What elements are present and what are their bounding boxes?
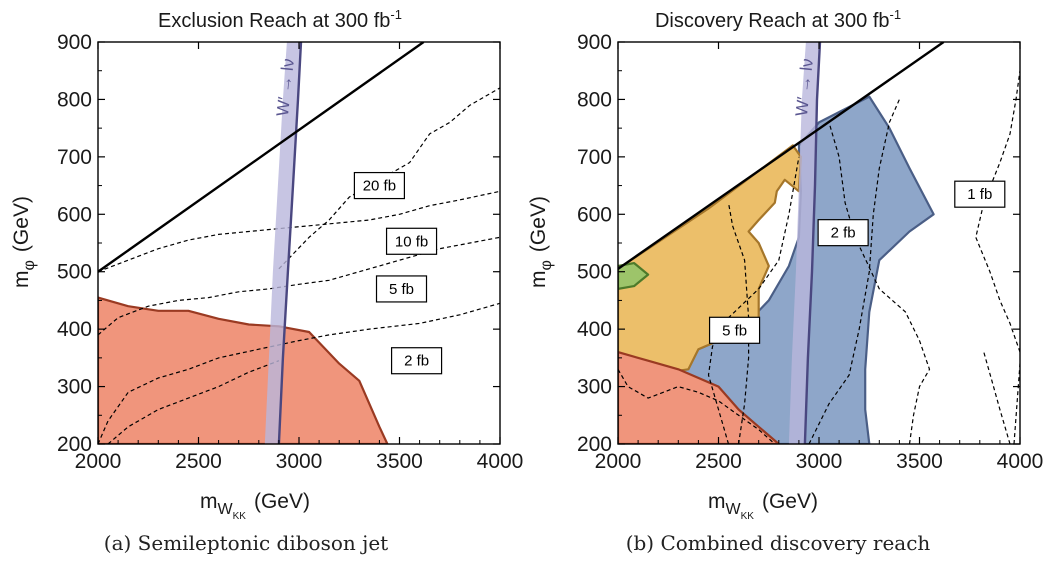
plot-title-b: Discovery Reach at 300 fb-1: [655, 7, 901, 32]
kinematic-limit-line-b: [618, 42, 945, 270]
svg-text:5 fb: 5 fb: [722, 322, 747, 339]
w-prime-band-b: [788, 42, 820, 444]
w-prime-edge-b: [803, 42, 822, 444]
y-axis-label-a: mφ(GeV): [10, 196, 38, 288]
contour-label-b-2: 2 fb: [817, 219, 869, 247]
contour-b-5: [975, 70, 1020, 353]
y-tick-label-b: 400: [577, 318, 612, 341]
contour-a-2: [98, 236, 500, 336]
w-prime-band-a: [264, 42, 301, 444]
x-tick-label-a: 3500: [376, 450, 423, 473]
plot-title-a: Exclusion Reach at 300 fb-1: [158, 7, 402, 32]
x-tick-label-b: 2000: [595, 450, 642, 473]
svg-text:1 fb: 1 fb: [967, 186, 992, 203]
contour-b-4: [828, 122, 931, 444]
x-tick-label-b: 3000: [796, 450, 843, 473]
x-axis-label-a: mWKK(GeV): [200, 490, 310, 522]
svg-text:2 fb: 2 fb: [404, 353, 429, 370]
contour-a-1: [98, 190, 500, 273]
w-prime-edge-a: [277, 42, 303, 444]
contour-b-2: [808, 99, 900, 444]
contour-label-a-1: 10 fb: [385, 227, 438, 255]
region-exclusion-b: [618, 351, 780, 444]
x-tick-label-b: 3500: [896, 450, 943, 473]
y-tick-label-b: 500: [577, 261, 612, 284]
svg-text:2 fb: 2 fb: [831, 225, 856, 242]
x-tick-label-a: 2500: [175, 450, 222, 473]
y-tick-label-b: 300: [577, 376, 612, 399]
x-tick-label-a: 3000: [276, 450, 323, 473]
x-tick-label-a: 4000: [477, 450, 524, 473]
contour-label-b-0: 5 fb: [708, 316, 761, 344]
y-tick-label-a: 400: [57, 318, 92, 341]
svg-text:10 fb: 10 fb: [395, 233, 428, 250]
kinematic-limit-line-a: [98, 42, 425, 273]
svg-text:20 fb: 20 fb: [363, 178, 396, 195]
ticks-a: 2000 2500 3000 3500 4000 200 300 400 500 600 700 80…: [57, 31, 523, 473]
svg-text:5 fb: 5 fb: [389, 281, 414, 298]
y-tick-label-a: 200: [57, 433, 92, 456]
y-tick-label-a: 900: [57, 31, 92, 54]
region-green-b: [618, 262, 650, 290]
panel-discovery: Discovery Reach at 300 fb-1 W′ → lν5 fb2…: [527, 7, 1043, 555]
plot-area-b: W′ → lν5 fb2 fb1 fb: [617, 41, 1021, 445]
x-tick-label-b: 2500: [695, 450, 742, 473]
contour-label-a-2: 5 fb: [375, 275, 428, 303]
y-tick-label-a: 500: [57, 261, 92, 284]
contour-label-a-3: 2 fb: [390, 347, 443, 375]
y-tick-label-a: 700: [57, 146, 92, 169]
y-tick-label-b: 200: [577, 433, 612, 456]
contour-label-b-5: 1 fb: [954, 180, 1006, 208]
x-axis-label-b: mWKK(GeV): [708, 490, 818, 522]
y-axis-label-b: mφ(GeV): [527, 196, 555, 288]
contour-b-7: [983, 351, 1011, 444]
caption-a: (a) Semileptonic diboson jet: [104, 531, 388, 555]
contour-a-0: [278, 87, 500, 270]
region-exclusion-a: [98, 296, 389, 444]
y-tick-label-b: 600: [577, 203, 612, 226]
caption-b: (b) Combined discovery reach: [626, 531, 931, 555]
y-tick-label-a: 300: [57, 376, 92, 399]
contour-label-a-0: 20 fb: [353, 171, 405, 200]
y-tick-label-a: 800: [57, 88, 92, 111]
y-tick-label-b: 700: [577, 146, 612, 169]
y-tick-label-b: 900: [577, 31, 612, 54]
y-tick-label-a: 600: [57, 203, 92, 226]
contour-a-4: [107, 360, 280, 444]
y-tick-label-b: 800: [577, 88, 612, 111]
x-tick-label-a: 2000: [75, 450, 122, 473]
x-tick-label-b: 4000: [997, 450, 1044, 473]
contour-b-6: [1013, 363, 1020, 444]
ticks-b: 2000 2500 3000 3500 4000 200 300 400 500 600 700 80…: [577, 31, 1043, 473]
